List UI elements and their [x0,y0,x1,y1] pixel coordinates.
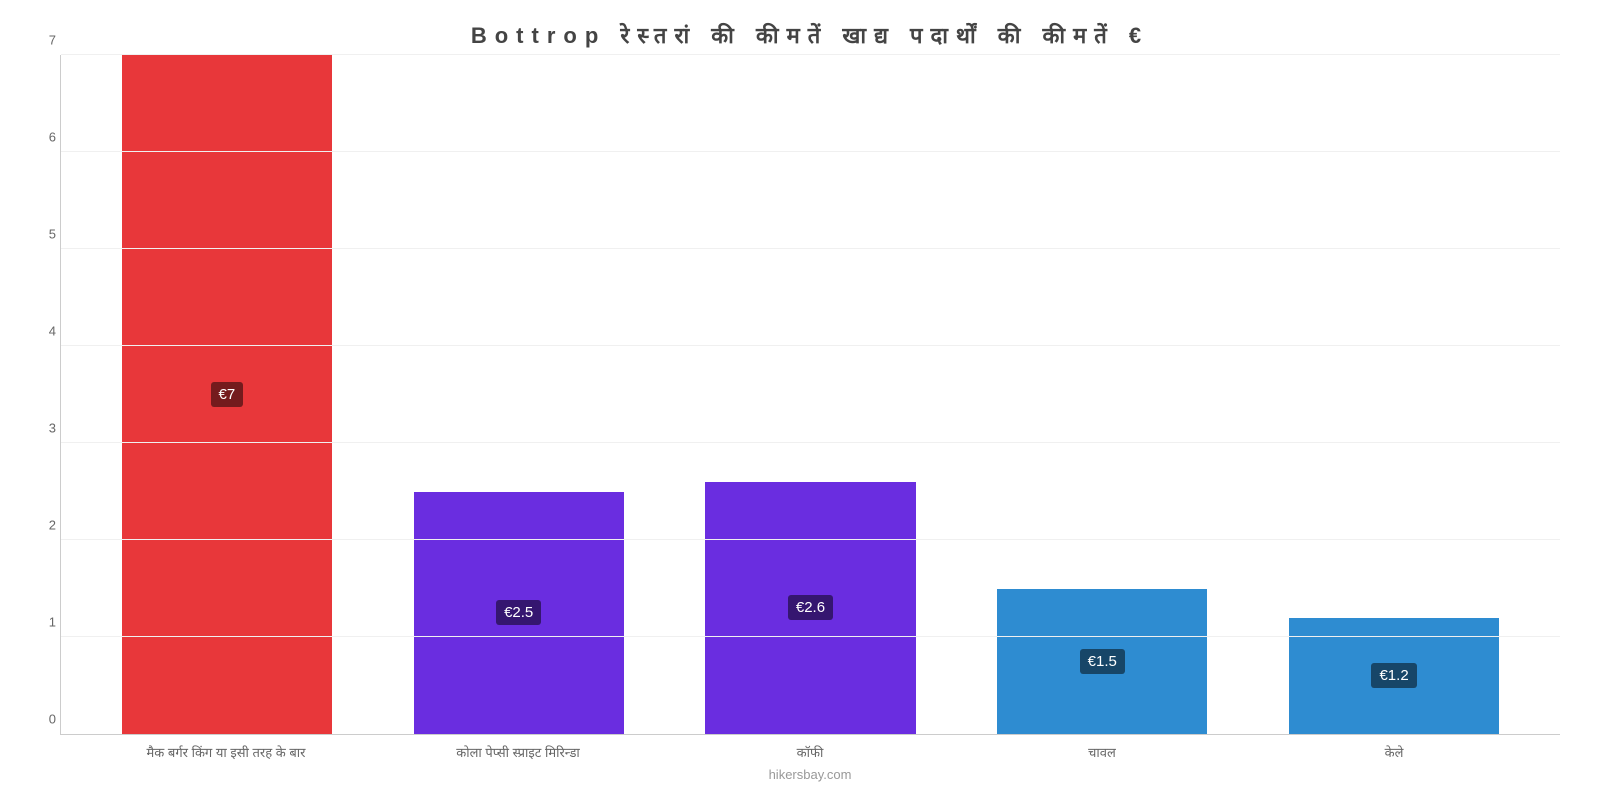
bar-value-label: €2.5 [496,600,541,625]
bar: €7 [122,55,332,734]
x-tick-label: मैक बर्गर किंग या इसी तरह के बार [80,743,372,761]
gridline [61,539,1560,540]
x-axis-labels: मैक बर्गर किंग या इसी तरह के बारकोला पेप… [60,735,1560,761]
bar-value-label: €2.6 [788,595,833,620]
bar-group: €1.5 [956,55,1248,734]
bars-wrapper: €7 €2.5 €2.6 €1.5 €1.2 [61,55,1560,734]
bar-value-label: €7 [211,382,244,407]
attribution-text: hikersbay.com [60,767,1560,782]
gridline [61,442,1560,443]
price-chart: Bottrop रेस्तरां की कीमतें खाद्य पदार्थो… [0,0,1600,800]
x-tick-label: कोला पेप्सी स्प्राइट मिरिन्डा [372,743,664,761]
y-tick-label: 4 [26,324,56,339]
bar-group: €2.6 [665,55,957,734]
y-tick-label: 1 [26,615,56,630]
bar-value-label: €1.2 [1371,663,1416,688]
y-tick-label: 0 [26,712,56,727]
chart-title: Bottrop रेस्तरां की कीमतें खाद्य पदार्थो… [60,20,1560,50]
gridline [61,345,1560,346]
bar-value-label: €1.5 [1080,649,1125,674]
x-tick-label: केले [1248,743,1540,761]
bar-group: €7 [81,55,373,734]
bar: €2.5 [414,492,624,735]
x-tick-label: चावल [956,743,1248,761]
x-tick-label: कॉफी [664,743,956,761]
bar-group: €1.2 [1248,55,1540,734]
bar: €1.5 [997,589,1207,735]
gridline [61,248,1560,249]
y-tick-label: 2 [26,518,56,533]
y-tick-label: 3 [26,421,56,436]
bar-group: €2.5 [373,55,665,734]
gridline [61,54,1560,55]
plot-area: €7€2.5€2.6€1.5€1.2 01234567 [60,55,1560,735]
y-tick-label: 6 [26,130,56,145]
gridline [61,636,1560,637]
gridline [61,151,1560,152]
y-tick-label: 5 [26,227,56,242]
y-tick-label: 7 [26,33,56,48]
bar: €2.6 [705,482,915,734]
